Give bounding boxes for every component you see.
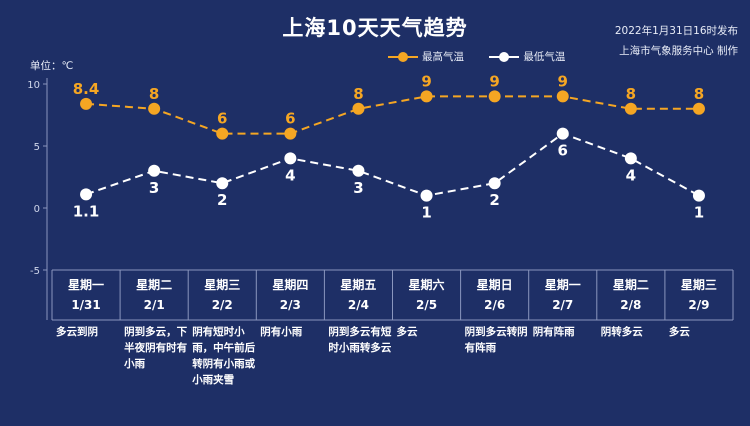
chart-title: 上海10天天气趋势 xyxy=(282,16,468,40)
data-label-high: 6 xyxy=(285,110,295,128)
day-weekday: 星期一 xyxy=(544,278,581,292)
y-tick-label: 0 xyxy=(34,204,40,215)
data-point-high xyxy=(216,127,229,140)
day-weather: 阴到多云有短时小雨转多云 xyxy=(328,326,392,354)
legend-high-marker xyxy=(388,52,418,62)
day-weekday: 星期一 xyxy=(68,278,105,292)
data-point-high xyxy=(692,102,705,115)
day-weather: 阴有小雨 xyxy=(260,326,303,338)
data-label-low: 1.1 xyxy=(73,202,100,220)
publish-time: 2022年1月31日16时发布 xyxy=(614,25,738,37)
data-label-low: 4 xyxy=(285,166,295,184)
y-tick-label: 5 xyxy=(34,142,40,153)
day-date: 2/6 xyxy=(484,298,506,312)
data-point-low xyxy=(420,189,433,202)
data-point-low xyxy=(80,188,93,201)
day-weather: 阴转多云 xyxy=(600,326,643,338)
data-point-high xyxy=(148,102,161,115)
data-label-high: 8 xyxy=(353,85,363,103)
day-weekday: 星期日 xyxy=(476,278,513,292)
data-label-low: 1 xyxy=(421,204,431,222)
data-label-high: 8 xyxy=(149,85,159,103)
data-point-high xyxy=(556,90,569,103)
day-weekday: 星期二 xyxy=(612,278,649,292)
data-point-high xyxy=(352,102,365,115)
data-point-high xyxy=(80,97,93,110)
day-weather: 阴到多云转阴有阵雨 xyxy=(464,326,528,354)
day-date: 2/8 xyxy=(620,298,642,312)
day-date: 2/1 xyxy=(143,298,165,312)
legend-low-marker xyxy=(489,52,520,62)
data-point-high xyxy=(624,102,637,115)
legend-high-label: 最高气温 xyxy=(422,51,464,63)
publish-info: 2022年1月31日16时发布 上海市气象服务中心 制作 xyxy=(508,21,738,61)
data-point-low xyxy=(692,189,705,202)
day-weekday: 星期四 xyxy=(272,278,309,292)
data-label-low: 2 xyxy=(217,191,227,209)
data-point-low xyxy=(216,177,229,190)
data-point-low xyxy=(488,177,501,190)
data-label-high: 9 xyxy=(558,72,568,90)
data-point-high xyxy=(284,127,297,140)
data-label-high: 9 xyxy=(421,72,431,90)
day-date: 2/4 xyxy=(347,298,369,312)
data-point-low xyxy=(624,152,637,165)
y-tick-label: -5 xyxy=(30,266,40,277)
day-date: 2/3 xyxy=(279,298,301,312)
y-tick-label: 10 xyxy=(27,80,40,91)
data-point-low xyxy=(556,127,569,140)
day-weekday: 星期六 xyxy=(408,278,445,292)
legend-item-high: 最高气温 xyxy=(388,49,464,64)
data-label-high: 8.4 xyxy=(73,80,100,98)
day-date: 1/31 xyxy=(71,298,101,312)
day-date: 2/7 xyxy=(552,298,574,312)
legend-item-low: 最低气温 xyxy=(489,49,565,64)
day-date: 2/9 xyxy=(688,298,710,312)
day-weekday: 星期三 xyxy=(204,278,241,292)
day-weather: 阴有阵雨 xyxy=(532,326,575,338)
day-weather: 多云 xyxy=(668,326,690,338)
data-label-low: 1 xyxy=(694,204,704,222)
data-point-high xyxy=(488,90,501,103)
day-weekday: 星期五 xyxy=(340,278,377,292)
data-label-high: 8 xyxy=(626,85,636,103)
legend: 最高气温 最低气温 xyxy=(388,49,587,64)
data-label-low: 4 xyxy=(626,166,636,184)
publisher: 上海市气象服务中心 制作 xyxy=(619,45,738,57)
day-date: 2/2 xyxy=(211,298,233,312)
data-label-high: 8 xyxy=(694,85,704,103)
data-label-low: 3 xyxy=(149,179,159,197)
legend-low-label: 最低气温 xyxy=(523,51,566,63)
data-point-low xyxy=(148,164,161,177)
unit-label: 单位：℃ xyxy=(30,60,74,72)
data-label-low: 3 xyxy=(353,179,363,197)
day-weather: 阴有短时小雨，中午前后转阴有小雨或小雨夹雪 xyxy=(192,326,256,386)
series-line-low xyxy=(85,132,700,197)
data-point-high xyxy=(420,90,433,103)
data-label-low: 2 xyxy=(489,191,499,209)
data-point-low xyxy=(284,152,297,165)
data-point-low xyxy=(352,164,365,177)
day-weekday: 星期三 xyxy=(680,278,717,292)
day-date: 2/5 xyxy=(416,298,438,312)
day-weather: 多云到阴 xyxy=(56,326,98,338)
day-weekday: 星期二 xyxy=(136,278,173,292)
data-label-high: 6 xyxy=(217,110,227,128)
data-label-high: 9 xyxy=(489,72,499,90)
day-weather: 阴到多云，下半夜阴有时有小雨 xyxy=(124,326,188,370)
series-line-high xyxy=(85,95,699,135)
day-weather: 多云 xyxy=(396,326,418,338)
data-label-low: 6 xyxy=(558,142,568,160)
